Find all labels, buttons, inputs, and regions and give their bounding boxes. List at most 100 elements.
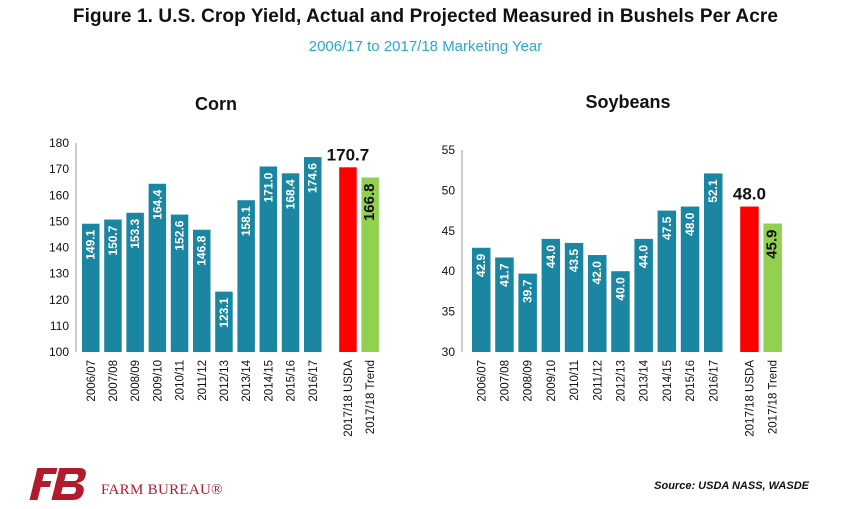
bar-actual [680,206,700,352]
x-tick-label: 2006/07 [476,360,488,402]
x-tick-label: 2016/17 [708,360,720,402]
x-tick-label: 2017/18 USDA [744,360,756,437]
data-label: 39.7 [521,279,535,303]
source-note: Source: USDA NASS, WASDE [654,480,809,492]
data-label: 150.7 [106,225,120,255]
x-tick-label: 2011/12 [197,360,209,401]
bar-actual [170,214,189,352]
bar-trend [361,177,379,352]
data-label: 44.0 [637,245,651,269]
x-tick-label: 2016/17 [308,360,320,402]
x-tick-label: 2009/10 [546,360,558,402]
x-tick-label: 2008/09 [523,360,535,402]
bar-actual [611,271,630,352]
x-tick-label: 2015/16 [286,360,298,402]
y-tick-label: 120 [49,293,69,307]
bar-actual [495,257,514,352]
data-label: 158.1 [239,206,253,236]
figure-subtitle: 2006/17 to 2017/18 Marketing Year [308,38,543,55]
chart-title: Corn [195,94,237,114]
bar-actual [237,200,255,352]
x-tick-label: 2009/10 [152,360,164,402]
bar-actual [104,219,122,352]
bar-actual [518,273,537,352]
x-tick-label: 2010/11 [175,360,187,401]
data-label: 149.1 [84,229,98,259]
y-tick-label: 110 [50,319,69,333]
data-label: 170.7 [327,145,370,164]
x-tick-label: 2010/11 [569,360,581,401]
y-tick-label: 170 [49,162,69,176]
data-label: 166.8 [361,183,378,221]
y-tick-label: 45 [442,224,456,238]
bar-actual [657,210,677,352]
data-label: 47.5 [660,216,674,240]
x-tick-label: 2013/14 [639,359,651,401]
organization-name: FARM BUREAU® [101,482,223,498]
data-label: 42.0 [590,261,604,285]
data-label: 164.4 [150,189,164,219]
data-label: 146.8 [195,235,209,265]
x-tick-label: 2017/18 USDA [343,360,355,437]
x-tick-label: 2014/15 [263,360,275,402]
bar-actual [82,223,100,352]
data-label: 44.0 [544,245,558,269]
bar-actual [281,173,300,352]
data-label: 168.4 [284,179,298,209]
x-tick-label: 2007/08 [108,360,120,402]
y-tick-label: 50 [442,183,456,197]
data-label: 45.9 [764,230,781,259]
bar-usda [740,206,759,352]
data-label: 52.1 [706,179,720,203]
x-tick-label: 2006/07 [86,360,98,402]
y-tick-label: 55 [442,143,456,157]
bar-usda [339,167,357,352]
bar-actual [541,238,561,352]
bar-actual [634,238,653,352]
x-tick-label: 2012/13 [615,360,627,402]
y-tick-label: 40 [442,264,456,278]
chart-title: Soybeans [585,92,670,112]
bar-actual [126,212,144,352]
farm-bureau-logo: FB [29,468,86,500]
x-tick-label: 2011/12 [592,360,604,401]
y-tick-label: 100 [49,345,69,359]
data-label: 171.0 [261,172,275,202]
bar-actual [215,291,233,352]
data-label: 40.0 [613,277,627,301]
data-label: 153.3 [128,218,142,248]
data-label: 42.9 [474,253,488,277]
x-tick-label: 2007/08 [499,360,511,402]
x-tick-label: 2013/14 [241,359,253,401]
data-label: 48.0 [733,185,766,204]
bar-actual [259,166,278,352]
x-tick-label: 2017/18 Trend [365,360,377,434]
y-tick-label: 160 [49,188,69,202]
bar-actual [304,157,322,352]
bar-trend [763,223,782,352]
y-tick-label: 35 [442,305,456,319]
y-tick-label: 150 [49,214,69,228]
y-tick-label: 140 [49,241,69,255]
data-label: 41.7 [497,263,511,287]
y-tick-label: 180 [49,136,69,150]
figure-title: Figure 1. U.S. Crop Yield, Actual and Pr… [72,6,779,27]
data-label: 43.5 [567,249,581,273]
y-tick-label: 130 [49,267,69,281]
bar-actual [472,247,491,352]
bar-actual [704,173,723,352]
data-label: 48.0 [683,212,697,236]
data-label: 123.1 [217,297,231,327]
x-tick-label: 2008/09 [130,360,142,402]
data-label: 174.6 [306,163,320,193]
bar-actual [148,183,167,352]
y-tick-label: 30 [442,345,456,359]
x-tick-label: 2014/15 [662,360,674,402]
bar-actual [193,229,211,352]
x-tick-label: 2015/16 [685,360,697,402]
bar-actual [564,242,584,352]
x-tick-label: 2017/18 Trend [768,360,780,434]
bar-actual [588,255,607,352]
data-label: 152.6 [173,220,187,250]
